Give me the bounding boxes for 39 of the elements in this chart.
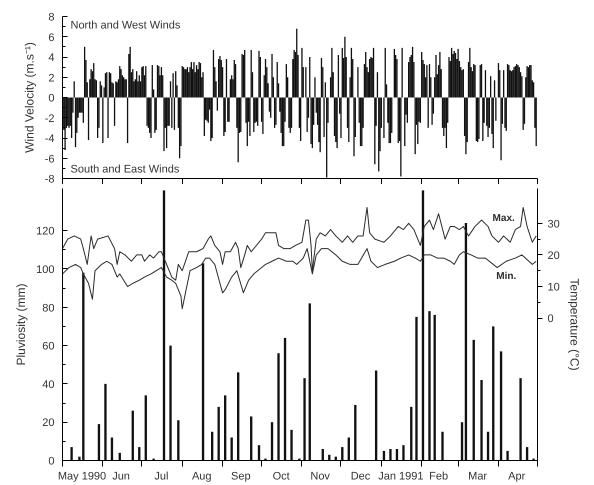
y2-tick-label: 30 bbox=[548, 218, 560, 230]
y-tick-label: -6 bbox=[44, 153, 54, 166]
y-tick-label: 0 bbox=[48, 92, 55, 104]
y-tick-label: 100 bbox=[36, 264, 55, 276]
annotation: North and West Winds bbox=[70, 20, 181, 32]
y-tick-label: 8 bbox=[48, 12, 55, 24]
y-tick-label: 40 bbox=[42, 378, 55, 391]
y-axis-title: Wind Velocity (m.s⁻¹) bbox=[22, 42, 37, 153]
x-tick-label: Dec bbox=[350, 470, 371, 482]
x-tick-label: Mar bbox=[468, 470, 488, 482]
y-tick-label: 20 bbox=[42, 417, 55, 430]
x-tick-label: Jun bbox=[112, 470, 130, 482]
x-tick-label: Jan 1991 bbox=[378, 470, 424, 482]
y2-tick-label: 20 bbox=[548, 250, 560, 262]
x-tick-label: Feb bbox=[429, 470, 448, 482]
y-tick-label: -8 bbox=[44, 174, 54, 186]
y-tick-label: 0 bbox=[48, 456, 55, 468]
y2-tick-label: 10 bbox=[548, 282, 560, 294]
y-tick-label: 60 bbox=[42, 340, 55, 353]
x-tick-label: May 1990 bbox=[58, 470, 106, 482]
y-tick-label: 6 bbox=[48, 32, 55, 44]
y-tick-label: 80 bbox=[42, 302, 55, 314]
y-tick-label: -2 bbox=[44, 112, 54, 125]
y2-axis-title: Temperature (°C) bbox=[568, 278, 582, 371]
y-tick-label: 4 bbox=[48, 52, 55, 64]
x-tick-label: Aug bbox=[192, 470, 212, 482]
annotation: South and East Winds bbox=[70, 164, 180, 176]
x-tick-label: Sep bbox=[231, 470, 251, 482]
y-axis-title: Pluviosity (mm) bbox=[14, 283, 28, 366]
y2-tick-label: 0 bbox=[548, 313, 554, 326]
series-label: Min. bbox=[496, 271, 516, 282]
y-tick-label: 120 bbox=[36, 226, 55, 238]
x-tick-label: Jul bbox=[154, 470, 168, 482]
x-tick-label: Nov bbox=[310, 470, 330, 482]
x-tick-label: Apr bbox=[508, 470, 526, 482]
y-tick-label: 2 bbox=[48, 72, 55, 84]
x-tick-label: Oct bbox=[272, 470, 290, 482]
y-tick-label: -4 bbox=[44, 133, 54, 145]
series-label: Max. bbox=[492, 212, 515, 224]
